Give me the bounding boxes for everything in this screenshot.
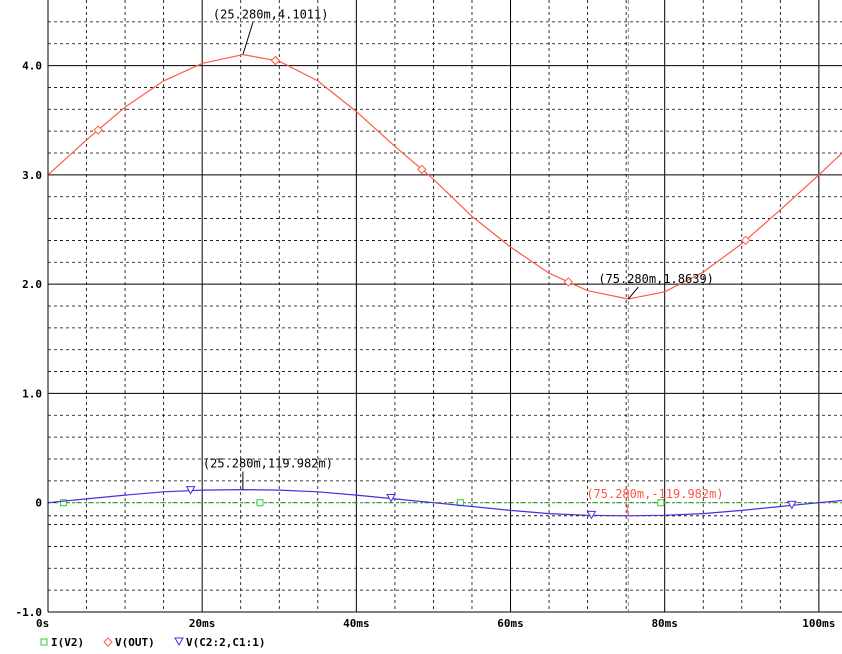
reference-lines [48, 0, 842, 612]
y-tick-label: 1.0 [22, 387, 42, 400]
x-tick-label: 60ms [497, 617, 524, 630]
data-point-marker [657, 499, 665, 507]
legend-label: V(OUT) [115, 636, 155, 649]
data-point-marker [787, 500, 797, 510]
plot-frame [47, 0, 842, 613]
x-tick-label: 20ms [189, 617, 216, 630]
x-tick-label: 0s [36, 617, 49, 630]
annotation-label: (25.280m,119.982m) [203, 457, 333, 471]
data-point-marker [586, 510, 597, 520]
series-line [47, 53, 842, 300]
y-tick-label: 4.0 [22, 60, 42, 73]
data-point-marker [93, 125, 103, 135]
legend-item: I(V2) [40, 636, 84, 649]
legend-marker [103, 637, 113, 647]
series-line [47, 488, 842, 517]
data-point-marker [386, 494, 396, 503]
x-tick-label: 100ms [802, 617, 835, 630]
series-0 [48, 499, 842, 507]
annotation-leader [625, 501, 629, 516]
y-tick-label: 2.0 [22, 278, 42, 291]
legend-item: V(C2:2,C1:1) [174, 636, 265, 649]
annotations: (25.280m,4.1011) (75.280m,1.8639) (25.280m… [203, 8, 724, 516]
data-point-marker [256, 499, 264, 507]
y-tick-label: 0 [35, 497, 42, 510]
legend-label: I(V2) [51, 636, 84, 649]
series-1 [47, 53, 842, 300]
data-point-marker [185, 486, 196, 495]
data-point-marker [270, 55, 281, 66]
series-group [47, 53, 842, 520]
annotation-leader [627, 286, 639, 300]
data-point-marker [417, 164, 427, 175]
legend-marker [174, 637, 184, 647]
axis-tick-labels: -1.0 0 1.0 2.0 3.0 4.0 0s 20ms 40ms 60ms 80ms 100ms [16, 60, 836, 630]
x-tick-label: 80ms [651, 617, 678, 630]
annotation-label: (75.280m,1.8639) [598, 272, 714, 286]
y-tick-label: 3.0 [22, 169, 42, 182]
legend: I(V2) V(OUT) V(C2:2,C1:1) [40, 636, 265, 649]
grid [48, 0, 842, 612]
x-tick-label: 40ms [343, 617, 370, 630]
annotation-leader [242, 22, 254, 55]
data-point-marker [563, 277, 574, 287]
data-point-marker [740, 235, 751, 246]
legend-label: V(C2:2,C1:1) [186, 636, 265, 649]
annotation-label: (75.280m,-119.982m) [586, 487, 723, 501]
annotation-label: (25.280m,4.1011) [213, 8, 329, 22]
y-tick-label: -1.0 [16, 606, 43, 619]
legend-item: V(OUT) [103, 636, 155, 649]
legend-marker [40, 638, 48, 646]
data-point-marker [59, 499, 67, 507]
series-2 [47, 486, 842, 520]
